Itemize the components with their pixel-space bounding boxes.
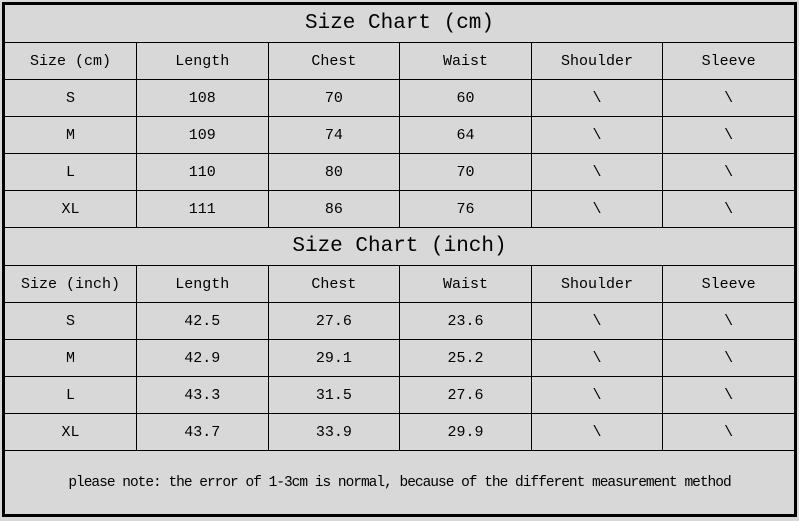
size-cell: M: [4, 339, 137, 377]
column-header-size: Size (inch): [4, 265, 137, 303]
waist-cell: 76: [399, 190, 532, 228]
column-header-sleeve: Sleeve: [662, 42, 795, 80]
sleeve-cell: \: [662, 302, 795, 340]
inch-table-title: Size Chart (inch): [4, 227, 795, 266]
chest-cell: 86: [267, 190, 401, 228]
length-cell: 43.7: [135, 413, 269, 451]
column-header-length: Length: [135, 265, 269, 303]
size-cell: L: [4, 376, 137, 414]
shoulder-cell: \: [530, 302, 664, 340]
shoulder-cell: \: [530, 153, 664, 191]
table-row: please note: the error of 1-3cm is norma…: [4, 450, 795, 515]
sleeve-cell: \: [662, 79, 795, 117]
table-row: L 110 80 70 \ \: [4, 153, 795, 191]
sleeve-cell: \: [662, 116, 795, 154]
length-cell: 109: [135, 116, 269, 154]
chest-cell: 33.9: [267, 413, 401, 451]
size-cell: M: [4, 116, 137, 154]
waist-cell: 29.9: [399, 413, 532, 451]
length-cell: 108: [135, 79, 269, 117]
size-chart-table: Size Chart (cm) Size (cm) Length Chest W…: [4, 4, 795, 515]
column-header-length: Length: [135, 42, 269, 80]
table-row: M 109 74 64 \ \: [4, 116, 795, 154]
size-cell: XL: [4, 190, 137, 228]
length-cell: 42.9: [135, 339, 269, 377]
column-header-waist: Waist: [399, 265, 532, 303]
table-row: XL 43.7 33.9 29.9 \ \: [4, 413, 795, 451]
length-cell: 43.3: [135, 376, 269, 414]
column-header-size: Size (cm): [4, 42, 137, 80]
size-cell: XL: [4, 413, 137, 451]
cm-header-row: Size (cm) Length Chest Waist Shoulder Sl…: [4, 42, 795, 80]
shoulder-cell: \: [530, 413, 664, 451]
waist-cell: 70: [399, 153, 532, 191]
size-cell: L: [4, 153, 137, 191]
sleeve-cell: \: [662, 190, 795, 228]
waist-cell: 64: [399, 116, 532, 154]
waist-cell: 27.6: [399, 376, 532, 414]
chest-cell: 29.1: [267, 339, 401, 377]
column-header-chest: Chest: [267, 42, 401, 80]
table-row: L 43.3 31.5 27.6 \ \: [4, 376, 795, 414]
cm-table-title: Size Chart (cm): [4, 4, 795, 43]
shoulder-cell: \: [530, 376, 664, 414]
length-cell: 111: [135, 190, 269, 228]
sleeve-cell: \: [662, 376, 795, 414]
shoulder-cell: \: [530, 190, 664, 228]
table-row: Size Chart (inch): [4, 227, 795, 266]
table-row: Size Chart (cm): [4, 4, 795, 43]
shoulder-cell: \: [530, 339, 664, 377]
length-cell: 42.5: [135, 302, 269, 340]
sleeve-cell: \: [662, 153, 795, 191]
column-header-chest: Chest: [267, 265, 401, 303]
chest-cell: 74: [267, 116, 401, 154]
chest-cell: 27.6: [267, 302, 401, 340]
table-row: M 42.9 29.1 25.2 \ \: [4, 339, 795, 377]
waist-cell: 60: [399, 79, 532, 117]
chest-cell: 80: [267, 153, 401, 191]
chest-cell: 70: [267, 79, 401, 117]
size-cell: S: [4, 302, 137, 340]
sleeve-cell: \: [662, 339, 795, 377]
column-header-waist: Waist: [399, 42, 532, 80]
shoulder-cell: \: [530, 116, 664, 154]
measurement-note: please note: the error of 1-3cm is norma…: [4, 450, 795, 515]
chest-cell: 31.5: [267, 376, 401, 414]
inch-header-row: Size (inch) Length Chest Waist Shoulder …: [4, 265, 795, 303]
waist-cell: 25.2: [399, 339, 532, 377]
size-cell: S: [4, 79, 137, 117]
column-header-shoulder: Shoulder: [530, 42, 664, 80]
column-header-sleeve: Sleeve: [662, 265, 795, 303]
sleeve-cell: \: [662, 413, 795, 451]
table-row: XL 111 86 76 \ \: [4, 190, 795, 228]
table-row: S 108 70 60 \ \: [4, 79, 795, 117]
shoulder-cell: \: [530, 79, 664, 117]
column-header-shoulder: Shoulder: [530, 265, 664, 303]
waist-cell: 23.6: [399, 302, 532, 340]
table-row: S 42.5 27.6 23.6 \ \: [4, 302, 795, 340]
length-cell: 110: [135, 153, 269, 191]
